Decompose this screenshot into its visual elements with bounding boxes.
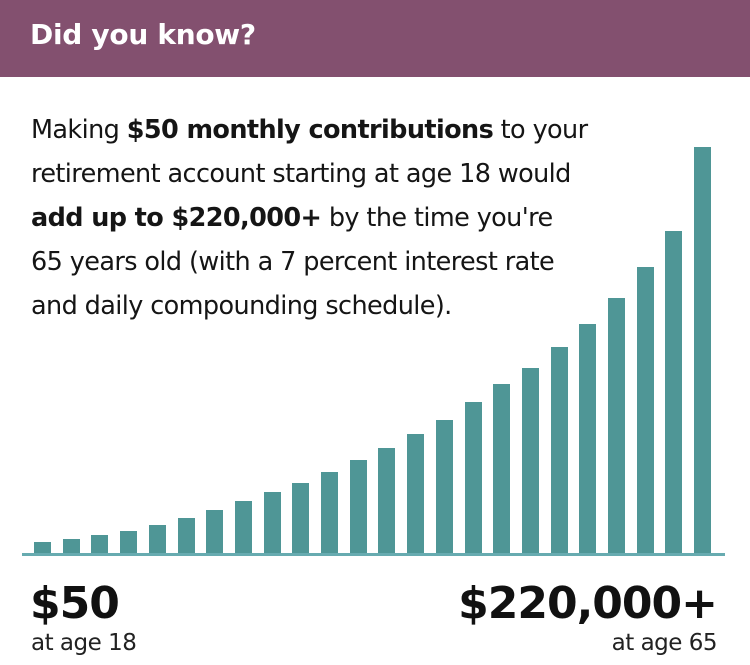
chart-bar [579,324,597,553]
chart-bar [694,147,712,553]
end-value: $220,000+ [458,578,718,629]
chart-bar [321,472,338,553]
chart-bar [91,535,109,553]
chart-bar [464,402,482,553]
chart-bar [636,267,654,553]
chart-bar [349,460,367,553]
start-value: $50 [30,578,120,629]
chart-bar [608,298,625,553]
chart-baseline [22,553,725,556]
chart-bar [292,483,310,553]
chart-bar [550,347,568,553]
chart-bar [177,518,195,553]
chart-bar [34,542,51,553]
chart-bar [521,368,539,553]
chart-bar [120,531,138,553]
end-label: at age 65 [611,630,718,656]
chart-bar [148,525,166,553]
chart-bar [234,501,252,553]
description-text: Making $50 monthly contributions to your… [31,108,591,328]
blurb-bold-contribution: $50 monthly contributions [126,115,494,145]
chart-bar [493,384,511,553]
chart-bar [435,420,453,553]
start-label: at age 18 [31,630,137,656]
blurb-part-1: Making [31,115,127,145]
chart-bar [206,510,224,553]
chart-bar [263,492,281,553]
blurb-bold-total: add up to $220,000+ [31,203,322,233]
header-title: Did you know? [30,18,256,51]
blurb-part-2: to your retirement account starting at a… [31,115,588,189]
chart-bar [665,231,683,553]
chart-bar [62,539,80,553]
chart-bar [378,448,396,553]
blurb-part-3: by the time you're 65 years old (with a … [31,203,555,321]
chart-bar [407,434,425,553]
header-banner: Did you know? [0,0,750,77]
